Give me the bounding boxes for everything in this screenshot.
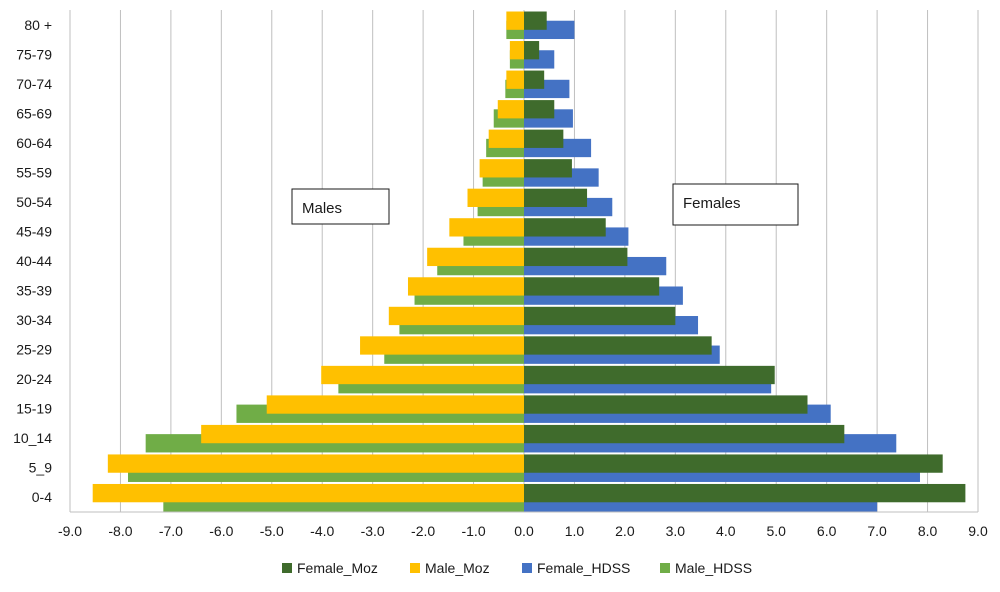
- y-category-label: 20-24: [16, 371, 52, 387]
- bar-female-moz: [524, 70, 545, 89]
- bar-female-moz: [524, 336, 712, 355]
- x-tick-label: -8.0: [108, 523, 132, 539]
- x-tick-label: 7.0: [867, 523, 887, 539]
- bar-male-moz: [107, 454, 524, 473]
- legend-swatch: [282, 563, 292, 573]
- bars: [92, 11, 966, 512]
- annotation-box-males: Males: [291, 188, 390, 225]
- bar-male-moz: [92, 483, 524, 503]
- y-category-label: 0-4: [32, 489, 52, 505]
- x-tick-label: -7.0: [159, 523, 183, 539]
- bar-female-moz: [524, 11, 547, 30]
- legend: Female_Moz Male_Moz Female_HDSS Male_HDSS: [282, 560, 752, 576]
- y-category-label: 10_14: [13, 430, 52, 446]
- legend-item-male-hdss: Male_HDSS: [660, 560, 752, 576]
- x-tick-label: 4.0: [716, 523, 736, 539]
- legend-label: Female_HDSS: [537, 560, 630, 576]
- legend-swatch: [522, 563, 532, 573]
- bar-female-moz: [524, 100, 555, 119]
- annotation-box-females: Females: [672, 183, 799, 226]
- x-tick-label: 6.0: [817, 523, 837, 539]
- y-category-label: 45-49: [16, 223, 52, 239]
- x-tick-label: -3.0: [361, 523, 385, 539]
- y-category-label: 55-59: [16, 164, 52, 180]
- annotation-label: Females: [683, 195, 741, 212]
- legend-item-male-moz: Male_Moz: [410, 560, 490, 576]
- bar-male-moz: [467, 188, 524, 207]
- x-tick-label: 8.0: [918, 523, 938, 539]
- x-tick-label: 2.0: [615, 523, 635, 539]
- annotations: Males Females: [291, 183, 799, 226]
- legend-label: Female_Moz: [297, 560, 378, 576]
- y-category-label: 50-54: [16, 194, 52, 210]
- legend-label: Male_HDSS: [675, 560, 752, 576]
- legend-item-female-moz: Female_Moz: [282, 560, 378, 576]
- bar-female-moz: [524, 277, 660, 296]
- bar-male-moz: [506, 70, 524, 89]
- y-category-label: 15-19: [16, 401, 52, 417]
- bar-male-moz: [497, 100, 524, 119]
- bar-female-moz: [524, 424, 845, 444]
- legend-label: Male_Moz: [425, 560, 490, 576]
- x-tick-label: -4.0: [310, 523, 334, 539]
- y-category-label: 65-69: [16, 105, 52, 121]
- bar-female-moz: [524, 454, 943, 473]
- y-category-label: 25-29: [16, 342, 52, 358]
- legend-swatch: [660, 563, 670, 573]
- bar-male-moz: [201, 424, 524, 444]
- bar-female-moz: [524, 218, 606, 237]
- bar-female-moz: [524, 188, 588, 207]
- bar-female-moz: [524, 365, 775, 385]
- bar-male-moz: [479, 159, 524, 178]
- annotation-frame: [291, 188, 390, 225]
- x-tick-label: -6.0: [209, 523, 233, 539]
- bar-female-moz: [524, 395, 808, 414]
- y-category-label: 5_9: [29, 460, 53, 476]
- x-tick-label: 0.0: [514, 523, 534, 539]
- bar-female-moz: [524, 483, 966, 503]
- axes: -9.0 -8.0 -7.0 -6.0 -5.0 -4.0 -3.0 -2.0 -1.0 0.0 1…: [13, 17, 988, 539]
- bar-male-moz: [488, 129, 524, 148]
- y-category-label: 80 +: [24, 17, 52, 33]
- x-tick-label: 1.0: [565, 523, 585, 539]
- y-category-label: 70-74: [16, 76, 52, 92]
- bar-male-moz: [388, 306, 524, 326]
- x-tick-label: 3.0: [666, 523, 686, 539]
- bar-male-moz: [427, 247, 524, 267]
- legend-item-female-hdss: Female_HDSS: [522, 560, 630, 576]
- legend-swatch: [410, 563, 420, 573]
- bar-male-moz: [407, 277, 524, 296]
- bar-male-moz: [360, 336, 524, 355]
- bar-male-moz: [449, 218, 524, 237]
- x-tick-label: 9.0: [968, 523, 988, 539]
- y-category-label: 75-79: [16, 46, 52, 62]
- bar-male-moz: [321, 365, 524, 385]
- y-category-label: 60-64: [16, 135, 52, 151]
- bar-female-moz: [524, 41, 540, 60]
- annotation-label: Males: [302, 200, 342, 217]
- bar-female-moz: [524, 159, 572, 178]
- x-tick-label: -1.0: [461, 523, 485, 539]
- x-tick-label: -9.0: [58, 523, 82, 539]
- x-tick-label: -2.0: [411, 523, 435, 539]
- bar-female-moz: [524, 129, 564, 148]
- y-category-label: 30-34: [16, 312, 52, 328]
- bar-female-moz: [524, 306, 676, 326]
- bar-female-moz: [524, 247, 628, 267]
- annotation-frame: [672, 183, 799, 226]
- x-tick-label: -5.0: [260, 523, 284, 539]
- x-tick-label: 5.0: [766, 523, 786, 539]
- bar-male-moz: [506, 11, 524, 30]
- y-category-label: 35-39: [16, 283, 52, 299]
- bar-male-moz: [266, 395, 524, 414]
- y-category-label: 40-44: [16, 253, 52, 269]
- bar-male-moz: [509, 41, 524, 60]
